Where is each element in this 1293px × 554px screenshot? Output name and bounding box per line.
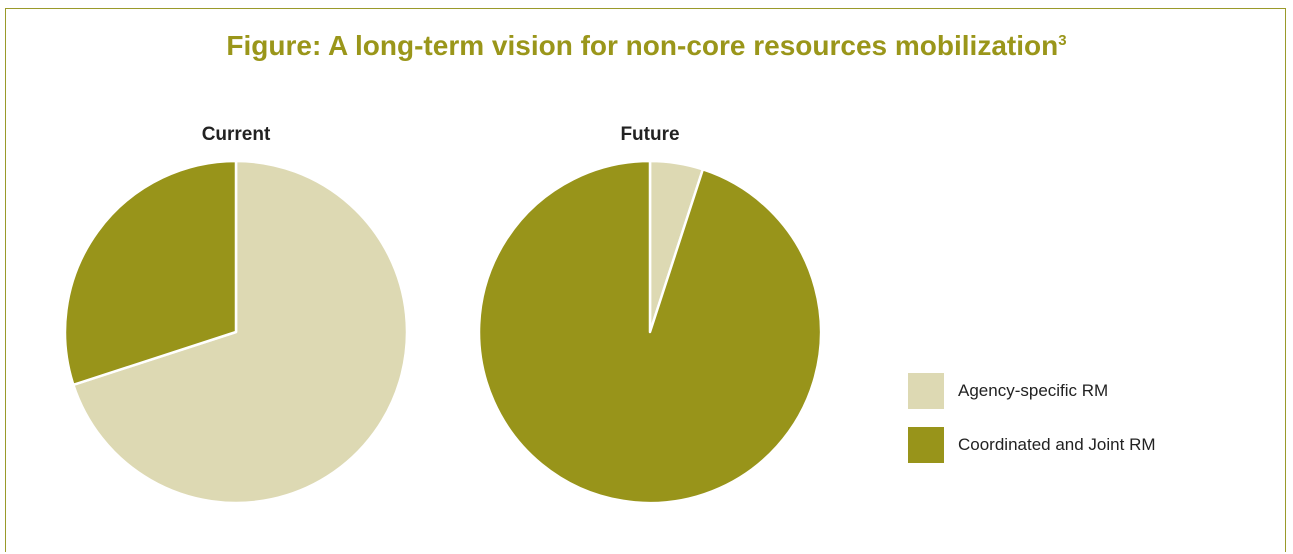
legend-swatch [908, 427, 944, 463]
legend-label: Coordinated and Joint RM [958, 435, 1156, 454]
pie-slice-coordinated-and-joint-rm [478, 160, 822, 504]
pie-chart-current [63, 160, 409, 504]
legend-item: Agency-specific RM [908, 373, 1156, 409]
legend-item: Coordinated and Joint RM [908, 427, 1156, 463]
figure-title-text: Figure: A long-term vision for non-core … [226, 30, 1059, 61]
pie-title-future: Future [620, 124, 680, 145]
pie-chart-future [478, 160, 822, 504]
legend-label: Agency-specific RM [958, 381, 1109, 400]
footnote-marker: 3 [1058, 32, 1067, 49]
figure-frame [5, 8, 1286, 552]
pie-slice-agency-specific-rm [72, 160, 409, 504]
pie-title-current: Current [201, 124, 271, 145]
pie-slice-coordinated-and-joint-rm [63, 160, 238, 387]
figure-title: Figure: A long-term vision for non-core … [0, 30, 1293, 62]
legend-swatch [908, 373, 944, 409]
legend: Agency-specific RM Coordinated and Joint… [908, 373, 1156, 481]
